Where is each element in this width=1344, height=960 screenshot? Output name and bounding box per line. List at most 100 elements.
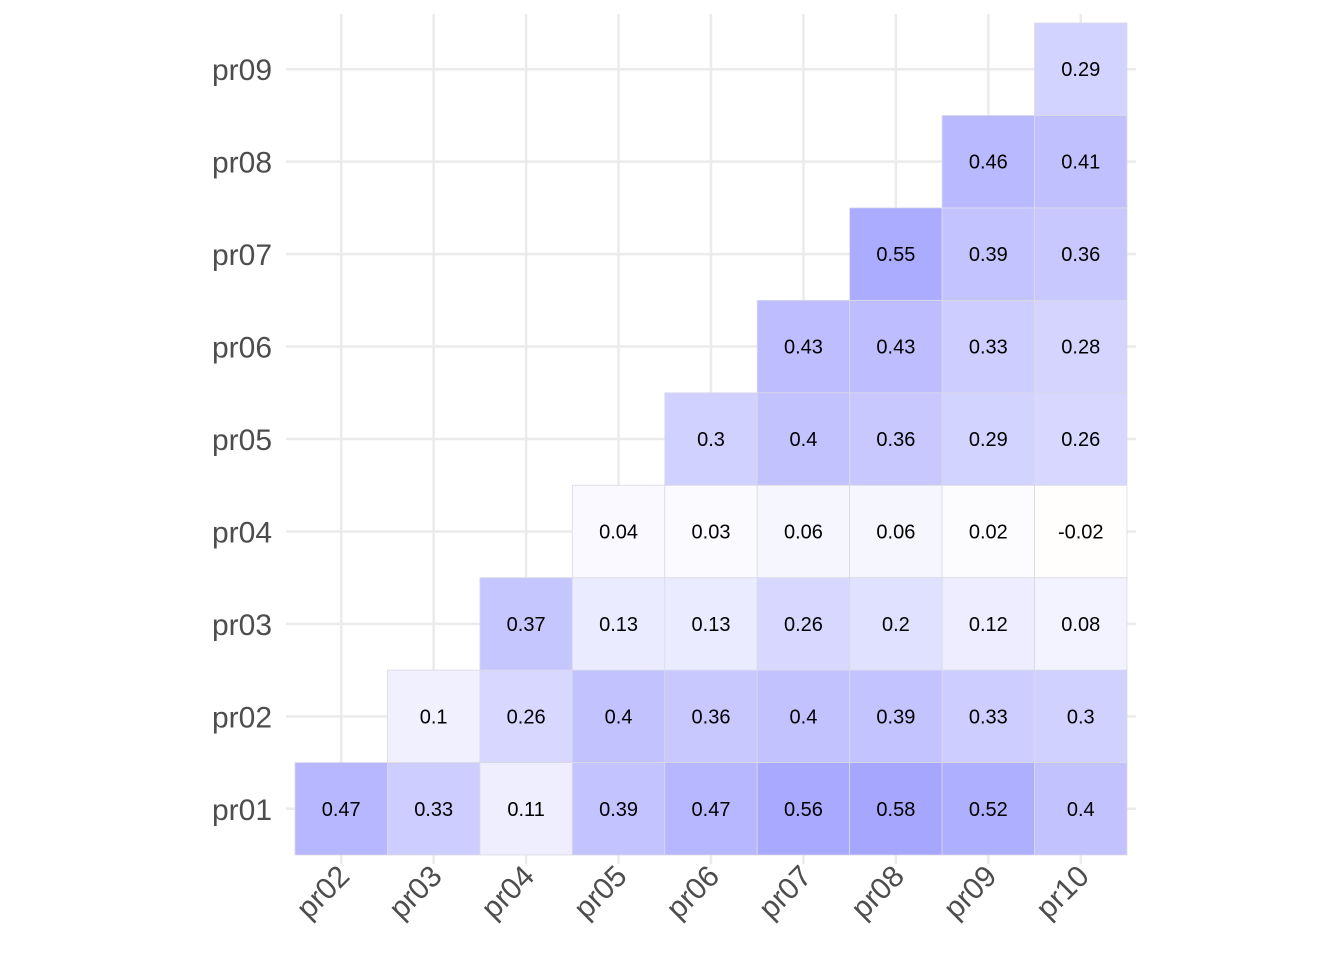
cell-value-label: 0.47 <box>322 799 361 821</box>
heatmap-cell-pr01-pr02 <box>294 762 388 856</box>
cell-value-label: 0.56 <box>784 799 823 821</box>
x-tick-label: pr09 <box>937 860 1003 926</box>
x-tick-label: pr06 <box>660 860 726 926</box>
cell-value-label: 0.36 <box>692 706 731 728</box>
cell-value-label: 0.33 <box>969 337 1008 359</box>
y-tick-label: pr03 <box>212 609 272 642</box>
cell-label-layer: 0.47 0.33 0.11 0.39 0.47 0.56 0.58 0.52 0.4 0.1 0.… <box>322 59 1104 821</box>
cell-value-label: 0.3 <box>697 429 725 451</box>
x-axis: pr02 pr03 pr04 pr05 pr06 pr07 pr08 pr09 pr10 <box>290 860 1095 926</box>
cell-value-label: 0.13 <box>692 614 731 636</box>
heatmap-cell-pr04-pr06 <box>664 484 758 579</box>
heatmap-cell-pr02-pr03 <box>387 669 481 763</box>
x-tick-label: pr05 <box>568 860 634 926</box>
cell-value-label: 0.26 <box>507 706 546 728</box>
heatmap-cell-pr02-pr06 <box>664 669 758 763</box>
y-tick-label: pr06 <box>212 332 272 365</box>
heatmap-cell-pr07-pr09 <box>941 207 1035 301</box>
cell-value-label: 0.3 <box>1067 706 1095 728</box>
cell-value-label: 0.43 <box>876 337 915 359</box>
cell-value-label: 0.29 <box>1061 59 1100 81</box>
x-tick-label: pr08 <box>845 860 911 926</box>
heatmap-cell-pr02-pr09 <box>941 669 1035 763</box>
cell-value-label: 0.39 <box>969 244 1008 266</box>
heatmap-cell-pr02-pr08 <box>849 669 943 763</box>
cell-value-label: 0.41 <box>1061 152 1100 174</box>
cell-value-label: 0.43 <box>784 337 823 359</box>
cell-value-label: 0.26 <box>1061 429 1100 451</box>
cell-value-label: 0.03 <box>692 521 731 543</box>
x-tick-label: pr04 <box>475 860 541 926</box>
x-tick-label: pr03 <box>383 860 449 926</box>
cell-value-label: 0.04 <box>599 521 638 543</box>
heatmap-cell-pr09-pr10 <box>1034 22 1128 116</box>
heatmap-cell-pr04-pr10 <box>1034 484 1128 579</box>
cell-value-label: 0.02 <box>969 521 1008 543</box>
x-tick-label: pr10 <box>1030 860 1096 926</box>
y-axis: pr01 pr02 pr03 pr04 pr05 pr06 pr07 pr08 pr09 <box>212 54 272 827</box>
heatmap-cell-pr01-pr09 <box>941 762 1035 856</box>
cell-value-label: 0.4 <box>790 429 818 451</box>
heatmap-cell-pr05-pr06 <box>664 392 758 486</box>
heatmap-cell-pr03-pr06 <box>664 577 758 671</box>
heatmap-cell-pr04-pr09 <box>941 484 1035 579</box>
heatmap-cell-pr02-pr07 <box>756 669 851 763</box>
cell-value-label: 0.4 <box>605 706 633 728</box>
cell-value-label: 0.33 <box>969 706 1008 728</box>
cell-value-label: 0.28 <box>1061 337 1100 359</box>
cell-value-label: 0.39 <box>876 706 915 728</box>
heatmap-cell-pr04-pr07 <box>756 484 851 579</box>
cell-value-label: 0.4 <box>1067 799 1095 821</box>
cell-value-label: 0.11 <box>507 799 544 821</box>
heatmap-cell-pr03-pr05 <box>571 577 666 671</box>
heatmap-cell-pr03-pr04 <box>479 577 573 671</box>
cell-value-label: 0.06 <box>784 521 823 543</box>
cell-value-label: 0.46 <box>969 152 1008 174</box>
cell-value-label: 0.36 <box>1061 244 1100 266</box>
heatmap-cell-pr07-pr08 <box>849 207 943 301</box>
heatmap-cell-pr08-pr10 <box>1034 115 1128 209</box>
x-tick-label: pr02 <box>290 860 356 926</box>
cell-value-label: 0.13 <box>599 614 638 636</box>
heatmap-cell-pr02-pr04 <box>479 669 573 763</box>
heatmap-cell-pr05-pr08 <box>849 392 943 486</box>
cell-value-label: 0.12 <box>969 614 1008 636</box>
heatmap-cell-pr08-pr09 <box>941 115 1035 209</box>
cell-value-label: 0.58 <box>876 799 915 821</box>
heatmap-cell-pr04-pr05 <box>571 484 666 579</box>
y-tick-label: pr05 <box>212 424 272 457</box>
heatmap-cell-pr01-pr10 <box>1034 762 1128 856</box>
heatmap-cell-pr01-pr07 <box>756 762 851 856</box>
cell-value-label: 0.08 <box>1061 614 1100 636</box>
y-tick-label: pr02 <box>212 701 272 734</box>
heatmap-cell-pr06-pr07 <box>756 299 851 394</box>
heatmap-cell-pr03-pr09 <box>941 577 1035 671</box>
y-tick-label: pr07 <box>212 239 272 272</box>
cell-value-label: 0.37 <box>507 614 546 636</box>
heatmap-cell-pr03-pr07 <box>756 577 851 671</box>
cell-value-label: 0.29 <box>969 429 1008 451</box>
cell-value-label: 0.26 <box>784 614 823 636</box>
heatmap-cell-pr03-pr08 <box>849 577 943 671</box>
y-tick-label: pr04 <box>212 516 272 549</box>
heatmap-cell-pr01-pr08 <box>849 762 943 856</box>
heatmap-cell-pr02-pr10 <box>1034 669 1128 763</box>
cell-value-label: 0.06 <box>876 521 915 543</box>
heatmap-cell-pr01-pr05 <box>571 762 666 856</box>
heatmap-cell-pr02-pr05 <box>571 669 666 763</box>
cell-value-label: 0.33 <box>414 799 453 821</box>
heatmap-cell-pr05-pr07 <box>756 392 851 486</box>
cell-value-label: 0.52 <box>969 799 1008 821</box>
cell-value-label: 0.4 <box>790 706 818 728</box>
cell-value-label: 0.55 <box>876 244 915 266</box>
cell-value-label: 0.2 <box>882 614 910 636</box>
y-tick-label: pr09 <box>212 54 272 87</box>
cell-value-label: 0.36 <box>876 429 915 451</box>
y-tick-label: pr01 <box>212 794 272 827</box>
cell-value-label: 0.47 <box>692 799 731 821</box>
y-tick-label: pr08 <box>212 147 272 180</box>
x-tick-label: pr07 <box>753 860 819 926</box>
cell-value-label: 0.1 <box>420 706 448 728</box>
cell-value-label: -0.02 <box>1058 521 1104 543</box>
